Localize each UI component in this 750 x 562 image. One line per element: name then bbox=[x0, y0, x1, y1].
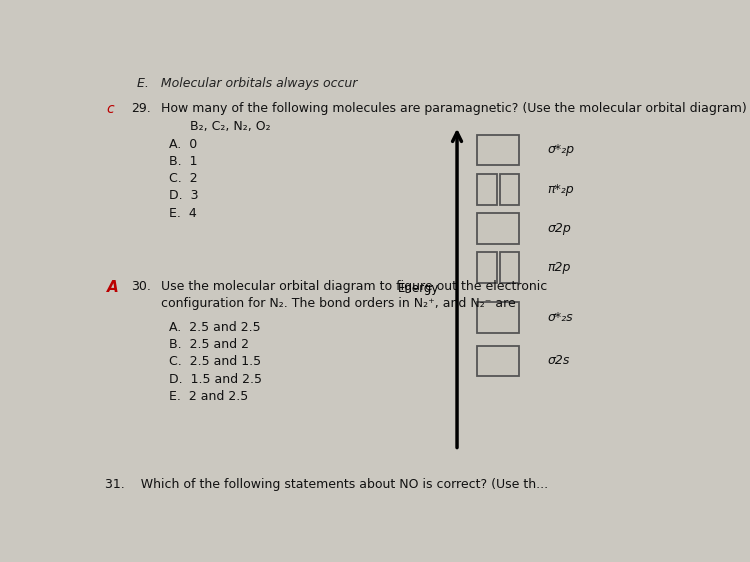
Bar bbox=[477, 252, 496, 283]
Text: c: c bbox=[106, 102, 114, 116]
Text: π2p: π2p bbox=[547, 261, 571, 274]
Text: C.  2: C. 2 bbox=[170, 172, 198, 185]
Text: π*₂p: π*₂p bbox=[547, 183, 574, 196]
Text: 30.: 30. bbox=[131, 280, 152, 293]
Text: A: A bbox=[106, 280, 118, 296]
Text: σ2s: σ2s bbox=[547, 354, 569, 368]
Bar bbox=[477, 346, 519, 376]
Text: σ*₂s: σ*₂s bbox=[547, 311, 573, 324]
Text: D.  3: D. 3 bbox=[170, 189, 199, 202]
Text: How many of the following molecules are paramagnetic? (Use the molecular orbital: How many of the following molecules are … bbox=[160, 102, 746, 115]
Text: C.  2.5 and 1.5: C. 2.5 and 1.5 bbox=[170, 355, 262, 368]
Text: configuration for N₂. The bond orders in N₂⁺, and N₂⁻ are: configuration for N₂. The bond orders in… bbox=[160, 297, 515, 310]
Text: A.  0: A. 0 bbox=[170, 138, 197, 151]
Bar bbox=[477, 213, 519, 243]
Bar bbox=[477, 134, 519, 165]
Text: Energy: Energy bbox=[398, 282, 439, 294]
Text: Use the molecular orbital diagram to figure out the electronic: Use the molecular orbital diagram to fig… bbox=[160, 280, 547, 293]
Bar bbox=[477, 174, 496, 205]
Bar bbox=[500, 252, 519, 283]
Text: 29.: 29. bbox=[131, 102, 152, 115]
Text: 31.    Which of the following statements about NO is correct? (Use th...: 31. Which of the following statements ab… bbox=[105, 478, 548, 491]
Text: σ2p: σ2p bbox=[547, 222, 571, 235]
Text: σ*₂p: σ*₂p bbox=[547, 143, 574, 156]
Text: E.  2 and 2.5: E. 2 and 2.5 bbox=[170, 390, 248, 403]
Bar bbox=[500, 174, 519, 205]
Text: B.  1: B. 1 bbox=[170, 155, 198, 168]
Text: E.   Molecular orbitals always occur: E. Molecular orbitals always occur bbox=[137, 77, 358, 90]
Text: B₂, C₂, N₂, O₂: B₂, C₂, N₂, O₂ bbox=[190, 120, 270, 133]
Text: D.  1.5 and 2.5: D. 1.5 and 2.5 bbox=[170, 373, 262, 386]
Text: B.  2.5 and 2: B. 2.5 and 2 bbox=[170, 338, 249, 351]
Bar bbox=[477, 302, 519, 333]
Text: A.  2.5 and 2.5: A. 2.5 and 2.5 bbox=[170, 320, 261, 334]
Text: E.  4: E. 4 bbox=[170, 207, 197, 220]
